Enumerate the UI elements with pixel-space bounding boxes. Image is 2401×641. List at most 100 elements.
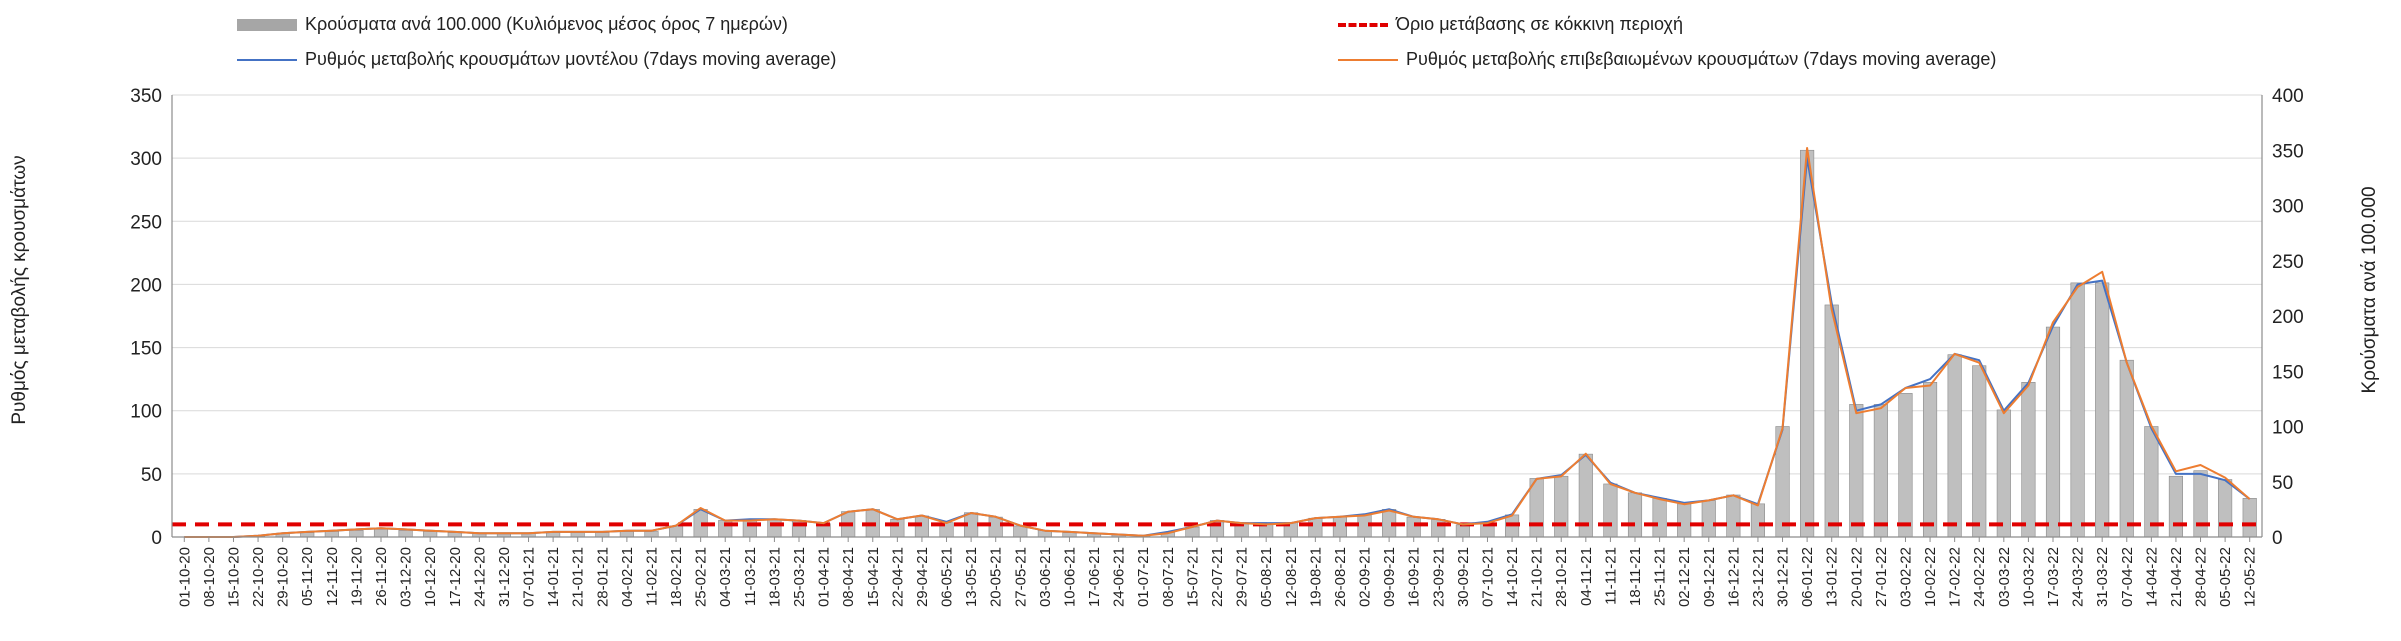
x-tick-label-41: 15-07-21 <box>1184 547 1201 607</box>
left-tick-5: 250 <box>130 212 162 233</box>
x-tick-label-67: 13-01-22 <box>1824 547 1841 607</box>
bar-72 <box>1947 354 1962 538</box>
x-tick-label-27: 08-04-21 <box>840 547 857 607</box>
right-tick-2: 100 <box>2272 418 2304 439</box>
left-axis-title: Ρυθμός μεταβολής κρουσμάτων <box>9 155 30 425</box>
left-tick-0: 0 <box>151 528 162 549</box>
right-tick-4: 200 <box>2272 307 2304 328</box>
bar-60 <box>1652 498 1667 538</box>
left-axis-ticks: 0 50 100 150 200 250 300 350 <box>130 86 162 549</box>
legend-model-swatch <box>237 58 297 61</box>
x-tick-label-19: 11-02-21 <box>643 547 660 606</box>
right-axis-title: Κρούσματα ανά 100.000 <box>2359 186 2380 394</box>
x-tick-label-76: 17-03-22 <box>2045 547 2062 607</box>
x-tick-label-10: 10-12-20 <box>422 547 439 607</box>
x-tick-label-29: 22-04-21 <box>889 547 906 607</box>
bar-59 <box>1627 492 1643 538</box>
right-tick-1: 50 <box>2272 473 2293 494</box>
x-tick-label-82: 28-04-22 <box>2193 547 2210 607</box>
x-tick-label-0: 01-10-20 <box>176 547 193 607</box>
x-tick-label-33: 20-05-21 <box>988 547 1005 607</box>
x-tick-label-73: 24-02-22 <box>1971 547 1988 607</box>
bar-80 <box>2144 426 2159 538</box>
bar-78 <box>2095 282 2110 538</box>
x-tick-label-71: 10-02-22 <box>1922 547 1939 607</box>
right-tick-0: 0 <box>2272 528 2283 549</box>
bar-7 <box>349 530 364 538</box>
bar-17 <box>595 532 610 538</box>
x-tick-label-83: 05-05-22 <box>2217 547 2234 607</box>
confirmed-rate-line <box>184 147 2251 538</box>
x-tick-label-57: 04-11-21 <box>1578 547 1595 606</box>
bar-24 <box>767 519 782 538</box>
x-tick-label-30: 29-04-21 <box>914 547 931 607</box>
x-tick-label-43: 29-07-21 <box>1234 547 1251 607</box>
bar-70 <box>1898 393 1913 538</box>
x-tick-label-69: 27-01-22 <box>1873 547 1890 607</box>
right-tick-6: 300 <box>2272 197 2304 218</box>
x-tick-label-77: 24-03-22 <box>2070 547 2087 607</box>
legend-bars-label: Κρούσματα ανά 100.000 (Κυλιόμενος μέσος … <box>305 14 788 34</box>
bar-68 <box>1849 404 1864 538</box>
legend-bars: Κρούσματα ανά 100.000 (Κυλιόμενος μέσος … <box>237 14 788 35</box>
x-tick-label-8: 26-11-20 <box>373 547 390 606</box>
right-tick-8: 400 <box>2272 86 2304 107</box>
x-tick-label-58: 11-11-21 <box>1602 547 1619 605</box>
x-tick-label-50: 16-09-21 <box>1406 547 1423 607</box>
x-tick-label-59: 18-11-21 <box>1627 547 1644 606</box>
x-tick-label-44: 05-08-21 <box>1258 547 1275 607</box>
right-axis-ticks: 0 50 100 150 200 250 300 350 400 <box>2272 86 2304 549</box>
bar-51 <box>1431 519 1446 538</box>
x-tick-label-63: 16-12-21 <box>1725 547 1742 607</box>
x-tick-label-79: 07-04-22 <box>2119 547 2136 607</box>
x-tick-label-53: 07-10-21 <box>1479 547 1496 607</box>
x-tick-label-70: 03-02-22 <box>1897 547 1914 607</box>
right-tick-7: 350 <box>2272 141 2304 162</box>
x-tick-label-49: 09-09-21 <box>1381 547 1398 607</box>
legend-confirmed: Ρυθμός μεταβολής επιβεβαιωμένων κρουσμάτ… <box>1338 49 1996 70</box>
x-tick-label-22: 04-03-21 <box>717 547 734 607</box>
x-tick-label-13: 31-12-20 <box>496 547 513 607</box>
legend-threshold-swatch <box>1338 22 1388 27</box>
x-tick-label-60: 25-11-21 <box>1652 547 1669 606</box>
bar-9 <box>398 530 413 538</box>
legend-model: Ρυθμός μεταβολής κρουσμάτων μοντέλου (7d… <box>237 49 836 70</box>
x-tick-label-38: 24-06-21 <box>1111 547 1128 607</box>
x-tick-label-54: 14-10-21 <box>1504 547 1521 607</box>
x-tick-label-31: 06-05-21 <box>939 547 956 607</box>
x-tick-label-2: 15-10-20 <box>225 547 242 607</box>
bar-8 <box>373 528 389 538</box>
bar-16 <box>570 532 585 538</box>
x-tick-label-14: 07-01-21 <box>521 547 538 607</box>
x-tick-label-28: 15-04-21 <box>865 547 882 607</box>
x-tick-label-16: 21-01-21 <box>570 547 587 607</box>
x-tick-label-65: 30-12-21 <box>1775 547 1792 607</box>
legend-confirmed-swatch <box>1338 58 1398 61</box>
bar-82 <box>2193 470 2208 538</box>
bar-71 <box>1922 381 1938 538</box>
bar-15 <box>546 532 561 538</box>
x-tick-label-12: 24-12-20 <box>471 547 488 607</box>
x-tick-label-51: 23-09-21 <box>1430 547 1447 607</box>
bar-33 <box>988 516 1003 538</box>
x-tick-label-64: 23-12-21 <box>1750 547 1767 607</box>
x-tick-label-42: 22-07-21 <box>1209 547 1226 607</box>
bar-79 <box>2119 359 2134 538</box>
bar-47 <box>1332 516 1348 538</box>
x-tick-label-9: 03-12-20 <box>398 547 415 607</box>
legend-confirmed-label: Ρυθμός μεταβολής επιβεβαιωμένων κρουσμάτ… <box>1406 49 1997 69</box>
x-tick-label-7: 19-11-20 <box>348 547 365 606</box>
right-tick-3: 150 <box>2272 362 2304 383</box>
bar-76 <box>2045 326 2061 538</box>
x-tick-label-24: 18-03-21 <box>766 547 783 607</box>
x-tick-label-55: 21-10-21 <box>1529 547 1546 607</box>
x-tick-label-84: 12-05-22 <box>2242 547 2259 607</box>
left-tick-3: 150 <box>130 339 162 360</box>
x-tick-label-66: 06-01-22 <box>1799 547 1816 607</box>
x-tick-label-78: 31-03-22 <box>2094 547 2111 607</box>
bar-67 <box>1824 304 1839 538</box>
x-tick-label-11: 17-12-20 <box>447 547 464 607</box>
legend-threshold: Όριο μετάβασης σε κόκκινη περιοχή <box>1338 14 1683 35</box>
bar-81 <box>2168 475 2184 538</box>
x-tick-label-61: 02-12-21 <box>1676 547 1693 607</box>
